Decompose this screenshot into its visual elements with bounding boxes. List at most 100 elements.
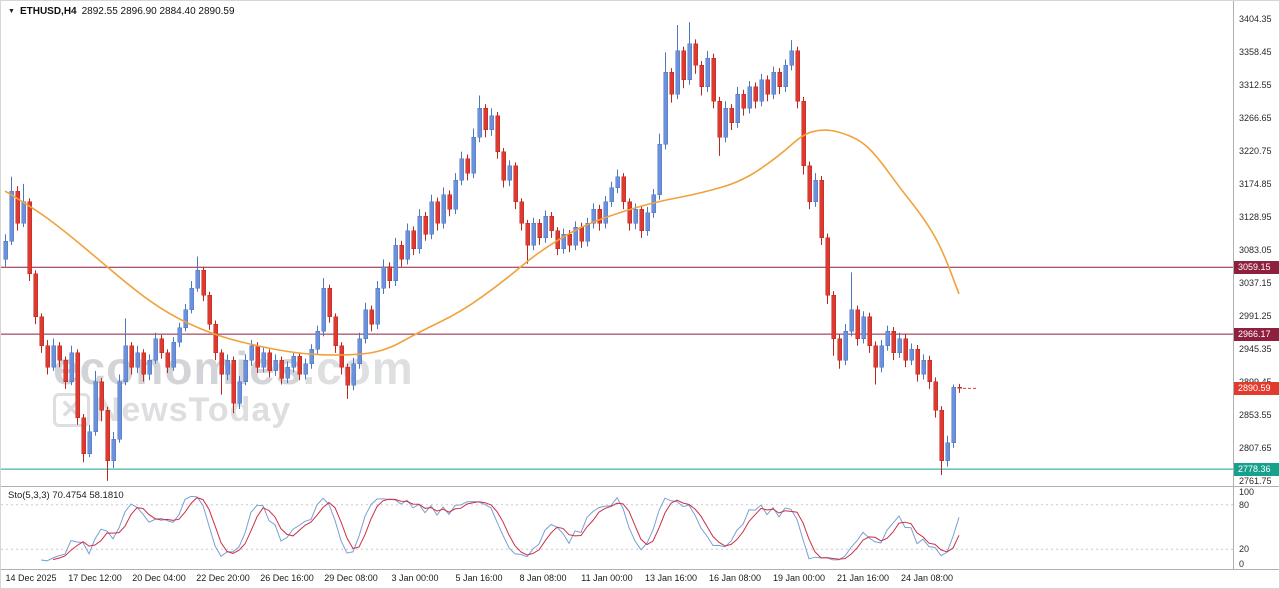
candle — [609, 181, 614, 207]
candle — [843, 324, 848, 366]
price-axis-label: 3037.15 — [1239, 278, 1272, 289]
date-label: 13 Jan 16:00 — [644, 573, 698, 583]
date-label: 22 Dec 20:00 — [196, 573, 250, 583]
stochastic-signal-line — [52, 497, 960, 561]
candle — [201, 266, 206, 302]
symbol-dropdown-icon[interactable]: ▼ — [8, 8, 15, 15]
candle — [489, 108, 494, 136]
candle — [495, 112, 500, 159]
candle — [393, 237, 398, 287]
candle — [657, 133, 662, 200]
candle — [741, 89, 746, 116]
candle — [837, 334, 842, 369]
candle — [381, 259, 386, 294]
candle — [129, 342, 134, 375]
price-badge: 3059.15 — [1234, 260, 1279, 274]
price-axis-label: 3404.35 — [1239, 14, 1272, 24]
candle — [189, 280, 194, 314]
candle — [867, 312, 872, 353]
candle — [141, 349, 146, 382]
candle — [471, 128, 476, 179]
price-axis-label: 3266.65 — [1239, 113, 1272, 124]
candle — [873, 341, 878, 385]
time-axis[interactable]: 14 Dec 2025 17 Dec 12:00 20 Dec 04:00 22 De… — [1, 570, 1279, 588]
stochastic-canvas[interactable] — [1, 487, 1233, 569]
candle — [357, 332, 362, 369]
candle — [207, 291, 212, 330]
candle — [483, 104, 488, 138]
candle — [453, 173, 458, 215]
candle — [165, 349, 170, 374]
pane-separator[interactable] — [1, 569, 1279, 570]
main-chart-canvas[interactable] — [1, 1, 1233, 486]
candle — [177, 322, 182, 348]
candle — [807, 161, 812, 210]
candle — [51, 338, 56, 371]
date-label: 24 Jan 08:00 — [900, 573, 954, 583]
ohlc-readout: 2892.55 2896.90 2884.40 2890.59 — [81, 6, 235, 17]
candle — [429, 194, 434, 240]
candle — [951, 384, 956, 448]
candle — [855, 305, 860, 346]
candle — [333, 313, 338, 353]
candle — [549, 211, 554, 238]
candle — [69, 345, 74, 386]
date-label: 19 Jan 00:00 — [772, 573, 826, 583]
candle — [621, 173, 626, 210]
candle — [669, 68, 674, 103]
candle — [375, 280, 380, 330]
candle — [291, 351, 296, 373]
candle — [879, 339, 884, 373]
candle — [459, 151, 464, 186]
candle — [99, 378, 104, 422]
candle — [147, 354, 152, 381]
price-axis-label: 2807.65 — [1239, 443, 1272, 454]
candle — [321, 278, 326, 337]
candle — [309, 344, 314, 369]
oscillator-axis-label: 20 — [1239, 544, 1250, 555]
ma-line[interactable] — [4, 129, 960, 356]
candle — [231, 356, 236, 414]
price-axis[interactable]: 3404.35 3358.45 3312.55 3266.65 3220.75 3174.… — [1234, 1, 1279, 487]
candle — [531, 217, 536, 251]
candle — [849, 272, 854, 337]
candle — [717, 96, 722, 156]
candle — [351, 357, 356, 391]
oscillator-axis[interactable]: 100 80 20 0 — [1234, 487, 1279, 569]
pane-separator[interactable] — [1, 486, 1279, 487]
price-axis-label: 2761.75 — [1239, 476, 1272, 487]
price-axis-label: 2945.35 — [1239, 344, 1272, 355]
candle — [27, 198, 32, 281]
candle — [303, 358, 308, 380]
candle — [537, 219, 542, 246]
candle — [909, 343, 914, 366]
candle — [123, 318, 128, 386]
candle — [639, 205, 644, 238]
date-label: 20 Dec 04:00 — [132, 573, 186, 583]
candle — [615, 169, 620, 194]
candle — [417, 209, 422, 254]
candle — [681, 46, 686, 89]
candle — [363, 302, 368, 344]
stochastic-main-line — [40, 495, 960, 562]
price-axis-label: 3220.75 — [1239, 146, 1272, 157]
date-label: 29 Dec 08:00 — [324, 573, 378, 583]
candle — [87, 424, 92, 458]
candle — [765, 75, 770, 102]
price-axis-label: 2991.25 — [1239, 311, 1272, 322]
candle — [945, 435, 950, 467]
date-label: 26 Dec 16:00 — [260, 573, 314, 583]
candle — [501, 147, 506, 188]
candle — [525, 219, 530, 264]
candle — [15, 186, 20, 231]
candle — [9, 176, 14, 246]
candle — [285, 361, 290, 384]
price-badge: 2890.59 — [1234, 381, 1279, 395]
candle — [705, 50, 710, 92]
candle — [957, 383, 962, 393]
candle — [183, 304, 188, 332]
oscillator-axis-label: 0 — [1239, 559, 1245, 569]
candle — [75, 349, 80, 425]
candle — [771, 66, 776, 100]
